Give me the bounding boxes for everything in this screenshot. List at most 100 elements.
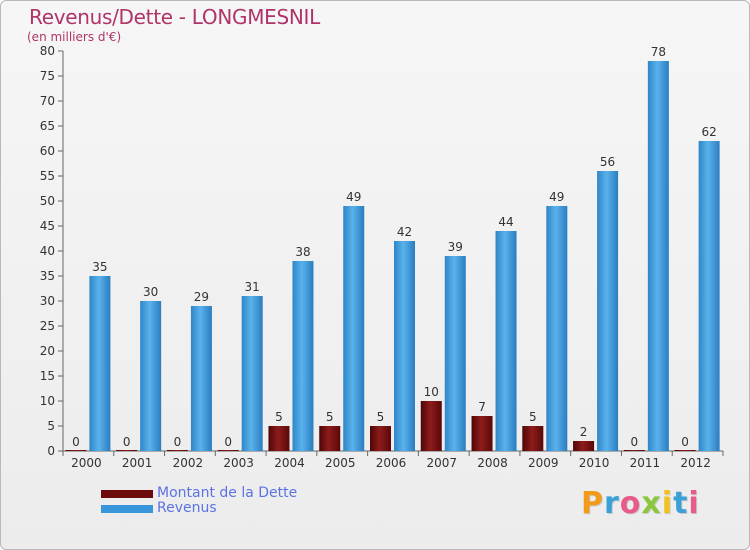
bar-debt-2000	[65, 450, 87, 451]
bar-revenus-2004	[292, 261, 314, 451]
logo-letter: i	[661, 486, 674, 521]
x-tick-label: 2002	[173, 456, 204, 470]
logo-letter: i	[688, 486, 700, 521]
y-tick-label: 55	[40, 169, 55, 183]
bar-debt-2008	[471, 416, 493, 451]
x-tick-label: 2008	[477, 456, 508, 470]
bar-revenus-2010	[597, 171, 619, 451]
logo-letter: o	[619, 486, 642, 521]
y-tick-label: 25	[40, 319, 55, 333]
logo-letter: P	[581, 486, 604, 521]
bar-debt-2003	[217, 450, 239, 451]
y-tick-label: 0	[47, 444, 55, 458]
y-tick-label: 45	[40, 219, 55, 233]
data-label-revenus: 49	[346, 190, 361, 204]
x-tick-label: 2009	[528, 456, 559, 470]
bar-debt-2012	[674, 450, 696, 451]
y-tick-label: 80	[40, 44, 55, 58]
bar-revenus-2006	[394, 241, 415, 451]
data-label-revenus: 29	[194, 290, 209, 304]
data-label-debt: 0	[72, 435, 80, 449]
data-label-revenus: 56	[600, 155, 615, 169]
data-label-revenus: 78	[651, 45, 666, 59]
chart-title: Revenus/Dette - LONGMESNIL	[29, 5, 320, 29]
bar-debt-2009	[522, 426, 544, 451]
y-tick-label: 75	[40, 69, 55, 83]
data-labels: 0 35 0 30 0 29 0 31 5 38 5 49 5 42 10 39 7 44 5 49 2 56 0 78 0 62	[72, 45, 717, 449]
x-tick-label: 2001	[122, 456, 153, 470]
x-tick-label: 2005	[325, 456, 356, 470]
x-tick-label: 2000	[71, 456, 102, 470]
data-label-revenus: 38	[295, 245, 310, 259]
y-tick-label: 65	[40, 119, 55, 133]
bar-debt-2010	[573, 441, 595, 451]
data-label-revenus: 44	[498, 215, 513, 229]
data-label-debt: 0	[174, 435, 182, 449]
y-tick-label: 20	[40, 344, 55, 358]
chart-subtitle: (en milliers d'€)	[27, 30, 122, 44]
bar-debt-2001	[116, 450, 138, 451]
data-label-debt: 2	[580, 425, 588, 439]
bars	[65, 61, 720, 451]
data-label-debt: 10	[424, 385, 439, 399]
y-tick-label: 60	[40, 144, 55, 158]
bar-revenus-2012	[698, 141, 720, 451]
data-label-revenus: 39	[448, 240, 463, 254]
data-label-revenus: 35	[92, 260, 107, 274]
bar-revenus-2000	[89, 276, 111, 451]
y-tick-label: 40	[40, 244, 55, 258]
x-tick-label: 2011	[630, 456, 661, 470]
bar-revenus-2009	[546, 206, 568, 451]
x-tick-label: 2006	[376, 456, 407, 470]
logo-letter: x	[641, 486, 662, 521]
y-tick-label: 30	[40, 294, 55, 308]
data-label-revenus: 49	[549, 190, 564, 204]
legend-swatch-debt	[101, 490, 153, 498]
bar-revenus-2007	[444, 256, 466, 451]
legend-swatch-revenus	[101, 505, 153, 513]
y-tick-label: 35	[40, 269, 55, 283]
logo-letter: t	[673, 486, 689, 521]
x-tick-label: 2003	[223, 456, 254, 470]
legend-label-debt: Montant de la Dette	[157, 485, 298, 501]
bar-revenus-2008	[495, 231, 517, 451]
x-axis: 2000 2001 2002 2003 2004 2005 2006 2007 2008 2009…	[62, 450, 724, 470]
data-label-debt: 5	[326, 410, 334, 424]
bar-revenus-2005	[343, 206, 365, 451]
x-tick-label: 2012	[680, 456, 711, 470]
proxiti-logo[interactable]: Proxiti	[581, 486, 700, 521]
y-tick-label: 5	[47, 419, 55, 433]
bar-revenus-2002	[190, 306, 212, 451]
y-tick-label: 10	[40, 394, 55, 408]
data-label-debt: 0	[631, 435, 639, 449]
y-tick-label: 70	[40, 94, 55, 108]
logo-letter: r	[604, 486, 620, 521]
x-tick-label: 2004	[274, 456, 305, 470]
y-axis: 0 5 10 15 20 25 30 35 40 45 50 55 60 65 70 75 80	[40, 44, 64, 458]
data-label-revenus: 31	[245, 280, 260, 294]
data-label-debt: 0	[123, 435, 131, 449]
data-label-revenus: 62	[701, 125, 716, 139]
bar-debt-2002	[166, 450, 188, 451]
bar-debt-2004	[268, 426, 290, 451]
data-label-debt: 0	[681, 435, 689, 449]
data-label-revenus: 30	[143, 285, 158, 299]
data-label-debt: 5	[377, 410, 385, 424]
bar-revenus-2001	[140, 301, 162, 451]
y-tick-label: 15	[40, 369, 55, 383]
bar-debt-2011	[623, 450, 645, 451]
x-tick-label: 2010	[579, 456, 610, 470]
legend-label-revenus: Revenus	[157, 500, 217, 516]
data-label-debt: 7	[478, 400, 486, 414]
bar-debt-2006	[370, 426, 391, 451]
bar-debt-2005	[319, 426, 341, 451]
data-label-debt: 5	[275, 410, 283, 424]
data-label-debt: 0	[224, 435, 232, 449]
data-label-debt: 5	[529, 410, 537, 424]
x-tick-label: 2007	[426, 456, 457, 470]
data-label-revenus: 42	[397, 225, 412, 239]
bar-revenus-2003	[241, 296, 263, 451]
bar-revenus-2011	[647, 61, 669, 451]
